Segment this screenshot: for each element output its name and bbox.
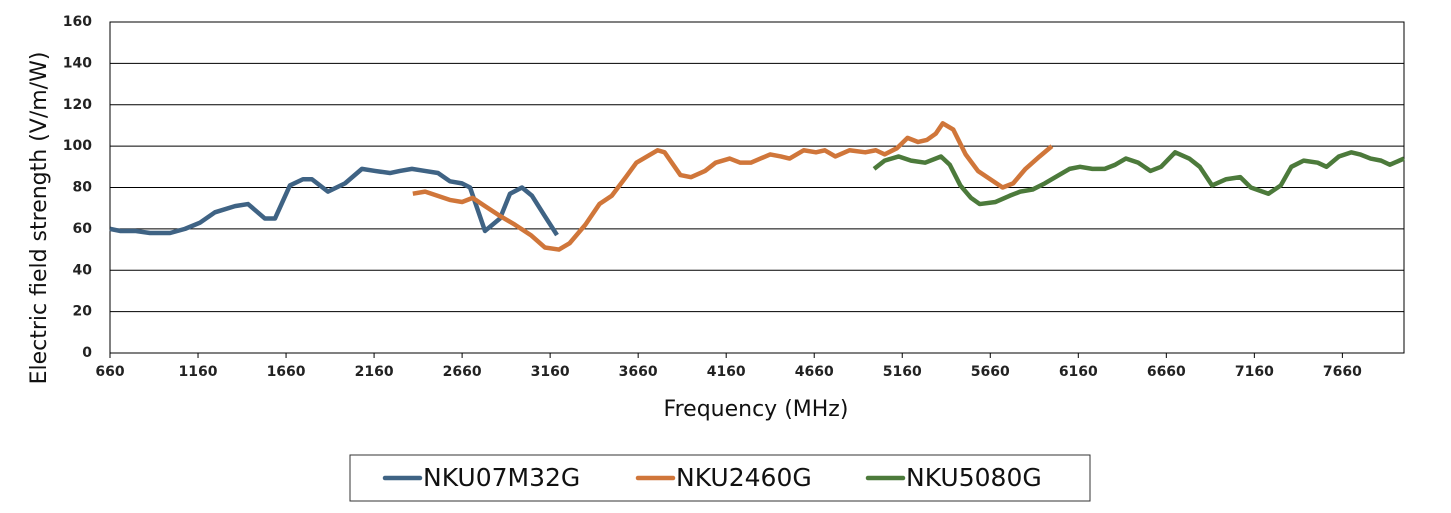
series-line (872, 150, 1405, 207)
x-tick-label: 4160 (707, 364, 746, 380)
x-tick-label: 5660 (971, 364, 1010, 380)
x-tick-label: 2160 (355, 364, 394, 380)
x-axis-title: Frequency (MHz) (664, 397, 849, 422)
y-tick-label: 40 (73, 262, 93, 278)
series-line (412, 121, 1054, 252)
legend-label: NKU5080G (906, 463, 1042, 492)
y-tick-label: 100 (63, 138, 92, 154)
y-tick-label: 140 (63, 55, 92, 71)
y-tick-label: 80 (73, 180, 93, 196)
legend-box (349, 454, 1091, 502)
y-tick-label: 60 (73, 221, 93, 237)
x-tick-label: 3160 (531, 364, 570, 380)
x-tick-label: 1660 (267, 364, 306, 380)
series-line (109, 166, 559, 237)
x-tick-label: 7660 (1323, 364, 1362, 380)
y-tick-label: 120 (63, 97, 92, 113)
x-tick-label: 3660 (619, 364, 658, 380)
y-tick-label: 20 (73, 304, 93, 320)
legend-label: NKU2460G (676, 463, 812, 492)
x-tick-label: 660 (95, 364, 124, 380)
y-tick-label: 160 (63, 14, 92, 30)
x-tick-label: 6660 (1147, 364, 1186, 380)
plot-border (109, 21, 1405, 354)
x-tick-label: 6160 (1059, 364, 1098, 380)
x-tick-label: 4660 (795, 364, 834, 380)
legend-label: NKU07M32G (423, 463, 580, 492)
x-tick-label: 2660 (443, 364, 482, 380)
x-tick-label: 1160 (179, 364, 218, 380)
x-tick-label: 5160 (883, 364, 922, 380)
y-tick-label: 0 (82, 345, 92, 361)
y-axis-title: Electric field strength (V/m/W) (27, 52, 52, 385)
x-tick-label: 7160 (1235, 364, 1274, 380)
